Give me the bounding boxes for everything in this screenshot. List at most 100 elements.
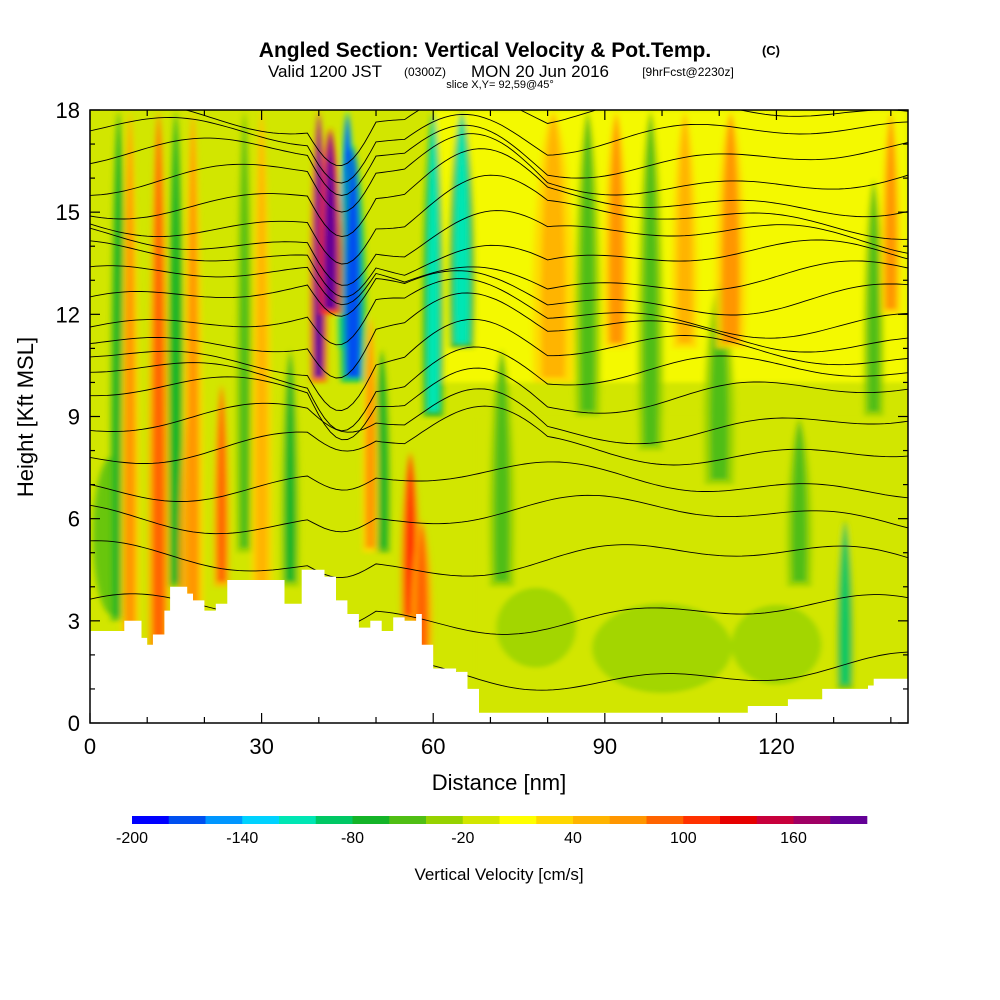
isentrope-line (90, 318, 908, 411)
isentrope-line (90, 210, 908, 286)
updraft-column-5 (255, 114, 268, 718)
colorbar-tick-label: -200 (116, 830, 148, 847)
colorbar-swatch (462, 816, 500, 824)
upper-updraft-region (433, 110, 908, 383)
downdraft-column-7 (427, 114, 440, 412)
colorbar-swatch (315, 816, 353, 824)
y-tick-label: 12 (56, 302, 80, 327)
forecast-label: [9hrFcst@2230z] (642, 65, 734, 79)
colorbar-swatch (132, 816, 170, 824)
colorbar-swatch (389, 816, 427, 824)
x-tick-label: 120 (758, 734, 795, 759)
valid-utc-label: (0300Z) (404, 65, 446, 79)
isentrope-line (90, 540, 908, 579)
isentrope-line (90, 405, 908, 466)
x-tick-label: 0 (84, 734, 96, 759)
downdraft-column-11 (642, 114, 659, 446)
colorbar-ticks: -200 -140 -80 -20 40 100 160 (116, 830, 807, 847)
colorbar-swatch (352, 816, 390, 824)
slice-label: slice X,Y= 92,59@45° (446, 79, 554, 91)
colorbar-swatch (279, 816, 317, 824)
isentrope-line (184, 110, 908, 166)
x-tick-label: 30 (249, 734, 273, 759)
y-tick-label: 18 (56, 98, 80, 123)
y-axis-label: Height [Kft MSL] (13, 337, 38, 497)
downdraft-column-15 (867, 182, 880, 412)
potential-temperature-contours (90, 110, 908, 691)
x-axis: 0 30 60 90 120 (84, 110, 892, 759)
colorbar-swatch (756, 816, 794, 824)
colorbar-swatch (536, 816, 574, 824)
updraft-column-1 (152, 114, 165, 718)
chart-title: Angled Section: Vertical Velocity & Pot.… (259, 39, 711, 62)
isentrope-line (90, 461, 908, 502)
isentrope-line (90, 388, 908, 445)
y-tick-label: 9 (68, 405, 80, 430)
downdraft-column-3 (284, 352, 296, 582)
isentrope-line (90, 292, 908, 379)
colorbar-tick-label: 160 (780, 830, 807, 847)
isentrope-line (90, 148, 908, 238)
low-level-sinking-cell (496, 587, 577, 668)
colorbar-tick-label: -80 (341, 830, 364, 847)
colorbar-swatch (609, 816, 647, 824)
updraft-column-12 (608, 114, 624, 344)
downdraft-column-5 (345, 148, 361, 378)
updraft-column-15 (884, 114, 897, 310)
y-tick-label: 3 (68, 609, 80, 634)
isentrope-line (90, 494, 908, 535)
colorbar-swatch (573, 816, 611, 824)
valid-date-label: MON 20 Jun 2016 (471, 62, 609, 81)
x-tick-label: 90 (593, 734, 617, 759)
colorbar-swatch (205, 816, 243, 824)
updraft-column-0 (124, 114, 136, 718)
low-level-sinking-cell (592, 603, 733, 694)
downdraft-column-2 (239, 114, 250, 548)
isentrope-line (90, 346, 908, 432)
updraft-column-4 (216, 386, 227, 582)
plot-area (90, 110, 908, 723)
downdraft-column-8 (454, 114, 470, 344)
updraft-column-13 (677, 114, 693, 344)
copyright-mark: (C) (762, 43, 780, 58)
x-tick-label: 60 (421, 734, 445, 759)
isentrope-line (90, 133, 908, 213)
y-tick-label: 15 (56, 200, 80, 225)
colorbar-swatch (830, 816, 868, 824)
colorbar-swatch (426, 816, 464, 824)
downdraft-column-10 (580, 114, 596, 412)
colorbar-swatch (499, 816, 537, 824)
isentrope-line (90, 367, 908, 441)
colorbar-tick-label: 40 (564, 830, 582, 847)
updraft-column-11 (541, 114, 566, 378)
colorbar-label: Vertical Velocity [cm/s] (414, 865, 583, 884)
colorbar-swatch (242, 816, 280, 824)
colorbar (132, 816, 868, 824)
colorbar-swatch (720, 816, 758, 824)
colorbar-tick-label: 100 (670, 830, 697, 847)
isentrope-line (90, 113, 908, 184)
isentrope-line (90, 260, 908, 306)
downdraft-column-14 (840, 522, 850, 684)
colorbar-swatch (646, 816, 684, 824)
colorbar-swatch (168, 816, 206, 824)
colorbar-tick-label: -140 (226, 830, 258, 847)
colorbar-swatch (793, 816, 831, 824)
downdraft-column-6 (376, 352, 387, 548)
valid-time-label: Valid 1200 JST (268, 62, 382, 81)
isentrope-line (90, 174, 908, 265)
isentrope-line (90, 270, 908, 317)
velocity-field (92, 110, 908, 723)
terrain (90, 569, 908, 723)
colorbar-swatch (683, 816, 721, 824)
updraft-column-14 (721, 114, 740, 344)
isentrope-line (90, 124, 908, 196)
y-tick-label: 6 (68, 507, 80, 532)
isentrope-line (90, 278, 908, 346)
y-axis: 0 3 6 9 12 15 18 (56, 98, 908, 736)
x-axis-label: Distance [nm] (432, 770, 567, 795)
colorbar-tick-label: -20 (451, 830, 474, 847)
y-tick-label: 0 (68, 711, 80, 736)
downdraft-column-13 (791, 420, 807, 582)
